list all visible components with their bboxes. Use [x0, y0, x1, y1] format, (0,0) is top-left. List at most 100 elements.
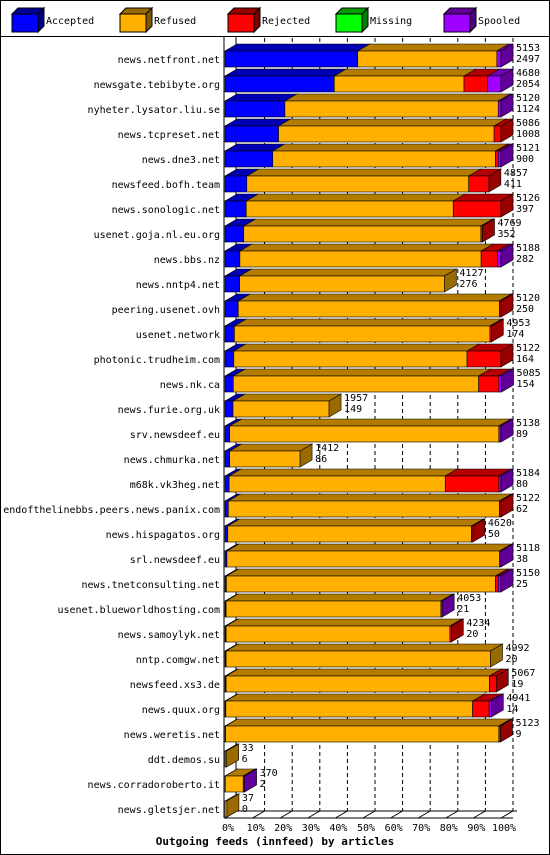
- offered-label: 4680: [516, 68, 540, 79]
- bar-side: [244, 768, 257, 793]
- bar-side: [501, 368, 514, 393]
- bar-side: [500, 193, 514, 218]
- bar-segment: [224, 500, 229, 518]
- legend-swatch: [11, 13, 39, 33]
- category-label: news.netfront.net: [118, 55, 220, 66]
- bar-segment: [224, 775, 244, 793]
- offered-label: 5138: [516, 418, 540, 429]
- bar-top: [226, 518, 485, 527]
- category-label: news.samoylyk.net: [118, 630, 220, 641]
- offered-label: 4953: [506, 318, 530, 329]
- bar-side: [444, 268, 457, 293]
- legend-swatch: [227, 13, 255, 33]
- category-label: news.nntp4.net: [136, 280, 220, 291]
- bar-side: [500, 418, 514, 443]
- bar-side: [482, 218, 495, 243]
- accepted-label: 282: [516, 254, 534, 265]
- offered-label: 5121: [516, 143, 540, 154]
- bar-segment: [498, 475, 502, 493]
- category-label: newsfeed.bofh.team: [112, 180, 220, 191]
- bar-segment: [229, 450, 301, 468]
- bar-segment: [224, 350, 235, 368]
- bar-segment: [496, 50, 502, 68]
- offered-label: 5188: [516, 243, 540, 254]
- bar-side: [500, 468, 514, 493]
- bar-segment: [495, 150, 499, 168]
- bar-side: [328, 393, 342, 418]
- legend-label: Missing: [370, 16, 412, 27]
- bar-segment: [224, 125, 279, 143]
- category-label: nyheter.lysator.liu.se: [88, 105, 220, 116]
- accepted-label: 397: [516, 204, 534, 215]
- bar-segment: [225, 650, 491, 668]
- bar-segment: [232, 400, 330, 418]
- bar-segment: [489, 675, 497, 693]
- category-label: news.tcpreset.net: [118, 130, 220, 141]
- bar-side: [491, 693, 504, 718]
- bar-segment: [224, 150, 274, 168]
- bar-segment: [224, 250, 241, 268]
- bar-side: [500, 493, 514, 518]
- bar-top: [224, 618, 464, 627]
- offered-label: 5150: [516, 568, 540, 579]
- bar-segment: [472, 700, 490, 718]
- category-label: news.weretis.net: [124, 730, 220, 741]
- accepted-label: 38: [516, 554, 528, 565]
- bar-side: [226, 743, 239, 768]
- bar-top: [224, 718, 512, 727]
- category-label: news.hispagatos.org: [106, 530, 220, 541]
- bar-side: [488, 168, 502, 193]
- category-label: usenet.blueworldhosting.com: [57, 605, 220, 616]
- bar-segment: [224, 300, 239, 318]
- bar-segment: [233, 350, 468, 368]
- bar-top: [224, 643, 504, 652]
- x-tick-label: 100%: [492, 823, 516, 834]
- bar-segment: [228, 500, 500, 518]
- bar-segment: [478, 375, 500, 393]
- bar-top: [232, 343, 481, 352]
- legend-label: Rejected: [262, 16, 310, 27]
- accepted-label: 154: [517, 379, 535, 390]
- tick-mark: [445, 810, 459, 819]
- category-label: news.sonologic.net: [112, 205, 220, 216]
- bar-segment: [232, 375, 479, 393]
- bar-segment: [497, 100, 502, 118]
- x-tick-label: 20%: [274, 823, 292, 834]
- bar-segment: [229, 425, 500, 443]
- bar-top: [283, 93, 512, 102]
- accepted-label: 9: [515, 729, 521, 740]
- bar-side: [500, 243, 514, 268]
- category-label: newsfeed.xs3.de: [130, 680, 220, 691]
- bar-top: [238, 243, 495, 252]
- bar-segment: [224, 425, 230, 443]
- bar-segment: [224, 100, 286, 118]
- bar-side: [441, 593, 455, 618]
- accepted-label: 6: [242, 754, 248, 765]
- bar-side: [226, 793, 240, 818]
- bar-segment: [243, 225, 482, 243]
- bar-top: [225, 543, 513, 552]
- bar-segment: [245, 200, 454, 218]
- bar-segment: [224, 375, 234, 393]
- offered-label: 5120: [516, 93, 540, 104]
- bar-segment: [225, 625, 451, 643]
- bar-top: [225, 568, 509, 577]
- offered-label: 370: [260, 768, 278, 779]
- bar-segment: [237, 300, 500, 318]
- accepted-label: 20: [506, 654, 518, 665]
- chart-title: Outgoing feeds (innfeed) by articles: [156, 835, 394, 848]
- x-tick-label: 50%: [357, 823, 375, 834]
- offered-label: 5123: [515, 718, 539, 729]
- category-label: peering.usenet.ovh: [112, 305, 220, 316]
- bar-side: [451, 618, 464, 643]
- bar-side: [496, 668, 509, 693]
- bar-segment: [225, 725, 500, 743]
- bar-segment: [495, 575, 499, 593]
- bar-segment: [226, 550, 500, 568]
- tick-mark: [335, 810, 348, 819]
- x-tick-label: 90%: [467, 823, 485, 834]
- bar-segment: [278, 125, 495, 143]
- accepted-label: 2054: [516, 79, 540, 90]
- category-label: newsgate.tebibyte.org: [94, 80, 220, 91]
